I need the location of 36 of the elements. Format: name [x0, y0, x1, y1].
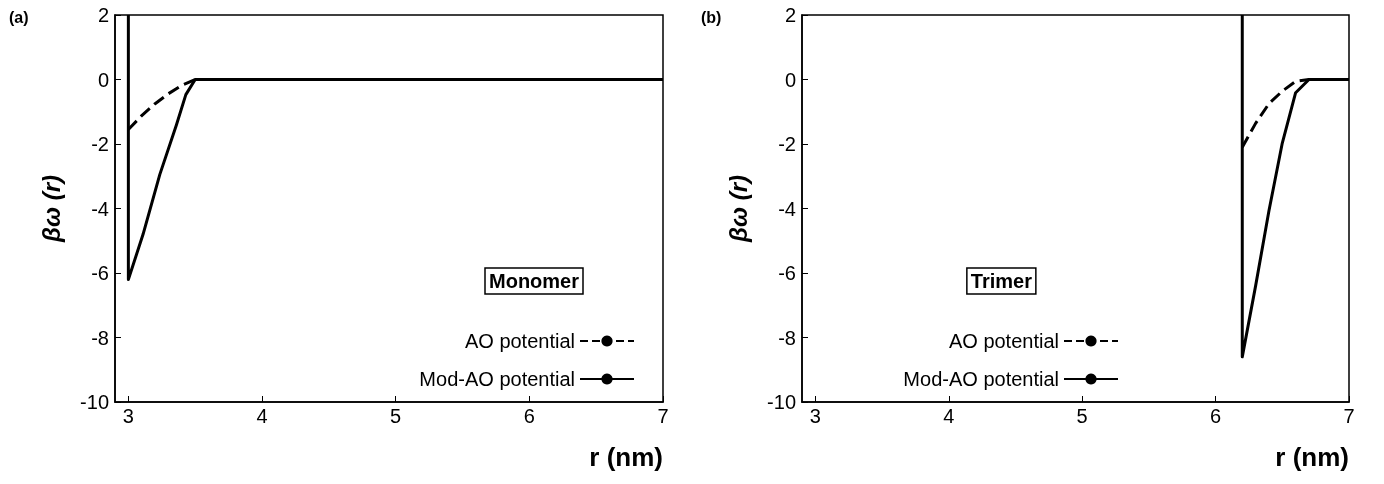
y-tick-label: -4 — [778, 197, 796, 220]
x-tick-label: 7 — [1343, 405, 1355, 427]
x-tick-label: 4 — [943, 405, 955, 427]
legend-label: Mod-AO potential — [903, 368, 1059, 390]
y-tick-label: -2 — [778, 133, 796, 155]
legend-label: AO potential — [464, 330, 575, 352]
x-tick-label: 3 — [809, 405, 821, 427]
chart-title: (b) — [701, 8, 722, 26]
x-tick-label: 5 — [390, 405, 402, 427]
y-tick-label: -6 — [778, 262, 796, 284]
x-tick-label: 7 — [657, 405, 669, 427]
y-tick-label: -8 — [91, 326, 109, 349]
x-tick-label: 4 — [256, 405, 268, 427]
x-tick-label: 6 — [523, 405, 535, 427]
y-axis-title: βω (r) — [37, 175, 65, 243]
x-axis-title: r (nm) — [1275, 442, 1349, 472]
y-tick-label: 0 — [97, 68, 109, 91]
y-tick-label: -10 — [767, 391, 796, 413]
y-tick-label: -4 — [91, 197, 109, 220]
y-tick-label: -6 — [91, 262, 109, 284]
x-tick-label: 6 — [1210, 405, 1222, 427]
chart-title: (a) — [9, 8, 29, 26]
y-tick-label: -10 — [80, 391, 109, 413]
annotation: Monomer — [489, 270, 580, 292]
annotation: Trimer — [970, 270, 1033, 292]
y-tick-label: -8 — [778, 326, 796, 349]
legend-label: AO potential — [948, 330, 1059, 352]
legend-label: Mod-AO potential — [419, 368, 575, 390]
y-tick-label: 2 — [97, 4, 109, 26]
x-tick-label: 3 — [122, 405, 134, 427]
y-tick-label: -2 — [91, 133, 109, 155]
x-tick-label: 5 — [1076, 405, 1088, 427]
y-axis-title: βω (r) — [724, 175, 752, 243]
y-tick-label: 0 — [784, 68, 796, 91]
x-axis-title: r (nm) — [589, 442, 663, 472]
y-tick-label: 2 — [784, 4, 796, 26]
